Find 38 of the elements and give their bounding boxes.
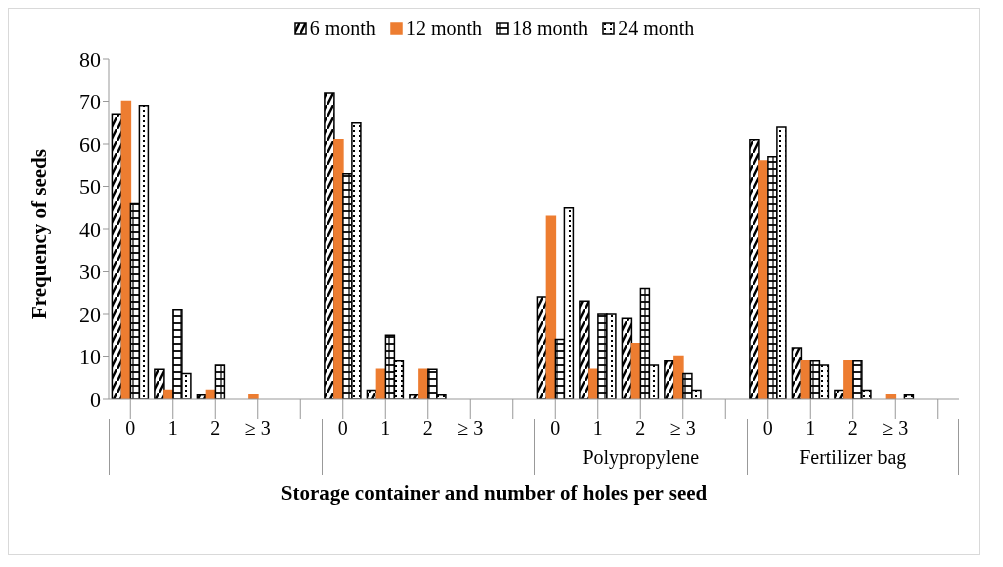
x-tick-label: 0 <box>550 417 561 440</box>
x-tick-label: 2 <box>847 417 858 440</box>
y-tick-label: 20 <box>79 301 101 327</box>
x-tick-label: 0 <box>125 417 136 440</box>
y-tick-label: 30 <box>79 259 101 285</box>
text: Polypropylene <box>581 446 701 469</box>
x-tick-label: 0 <box>337 417 348 440</box>
legend-label: 12 month <box>405 17 482 40</box>
legend-label: 18 month <box>512 17 589 40</box>
bar <box>673 355 684 399</box>
x-tick-label: 1 <box>592 417 603 440</box>
legend-label: 6 month <box>309 17 376 40</box>
legend-label: 24 month <box>618 17 695 40</box>
y-tick-label: 40 <box>79 216 101 242</box>
x-tick-label: 2 <box>422 417 433 440</box>
bar <box>154 368 165 399</box>
x-tick-label: 0 <box>762 417 773 440</box>
x-tick-label: ≥ 3 <box>882 417 909 440</box>
x-tick-label: 1 <box>380 417 391 440</box>
y-axis-title: Frequency of seeds <box>27 149 52 319</box>
x-axis-title: Storage container and number of holes per seed <box>279 481 709 506</box>
x-tick-label: ≥ 3 <box>244 417 271 440</box>
x-tick-label: 2 <box>210 417 221 440</box>
y-tick-label: 10 <box>79 344 101 370</box>
y-tick-label: 0 <box>90 386 101 412</box>
x-tick-label: 1 <box>167 417 178 440</box>
y-tick-label: 50 <box>79 174 101 200</box>
x-tick-label: ≥ 3 <box>457 417 484 440</box>
bar <box>545 215 557 399</box>
x-tick-label: ≥ 3 <box>669 417 696 440</box>
y-tick-label: 60 <box>79 131 101 157</box>
y-tick-label: 70 <box>79 89 101 115</box>
y-tick-label: 80 <box>79 46 101 72</box>
x-tick-label: 1 <box>805 417 816 440</box>
text: Fertilizer bag <box>798 446 908 469</box>
bar <box>214 364 226 399</box>
bar <box>579 300 590 399</box>
x-tick-label: 2 <box>635 417 646 440</box>
